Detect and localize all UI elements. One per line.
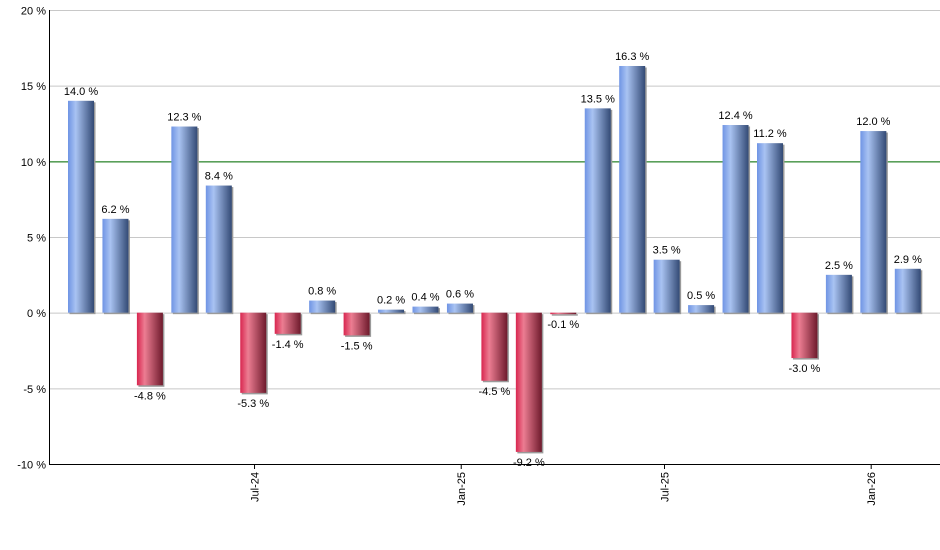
y-tick-label: 20 %	[21, 6, 46, 18]
y-tick-label: 0 %	[27, 308, 46, 320]
x-tick-label: Jan-25	[456, 472, 468, 506]
bar-value-label: -0.1 %	[547, 319, 579, 331]
bar-value-label: 2.9 %	[894, 254, 922, 266]
bar	[791, 312, 818, 359]
bar-value-label: 6.2 %	[101, 204, 129, 216]
bar	[240, 312, 267, 393]
bar	[309, 300, 336, 313]
bar-value-label: 0.2 %	[377, 295, 405, 307]
bar-value-label: -9.2 %	[513, 457, 545, 469]
bar	[446, 303, 473, 313]
y-tick-label: -5 %	[23, 384, 46, 396]
bar	[722, 125, 749, 313]
bar-value-label: 0.6 %	[446, 289, 474, 301]
bar	[136, 312, 163, 386]
bar-value-label: -1.4 %	[272, 339, 304, 351]
axes: 20 % 15 % 10 % 5 % 0 % -5 % -10 % Jul-24 Jan-25 J…	[17, 6, 940, 506]
bar	[68, 100, 94, 313]
bar	[102, 218, 129, 313]
bar	[894, 268, 921, 313]
bar-value-label: 12.3 %	[167, 112, 201, 124]
bar-value-label: -3.0 %	[789, 363, 821, 375]
bar	[550, 312, 577, 315]
y-tick-label: 5 %	[27, 233, 46, 245]
y-tick-label: -10 %	[17, 460, 46, 472]
y-tick-label: 15 %	[21, 81, 46, 93]
bar-value-label: 3.5 %	[653, 245, 681, 257]
bar	[274, 312, 301, 334]
bar	[653, 259, 680, 313]
x-tick-label: Jul-25	[659, 472, 671, 502]
bar	[619, 65, 646, 313]
bar-value-label: -4.8 %	[134, 390, 166, 402]
bar	[825, 274, 852, 313]
bar	[481, 312, 508, 381]
bar-value-label: 16.3 %	[615, 51, 649, 63]
bar-value-label: 0.8 %	[308, 286, 336, 298]
bar-value-label: 11.2 %	[753, 128, 787, 140]
bar-value-label: 12.4 %	[718, 110, 752, 122]
bar-value-label: 2.5 %	[825, 260, 853, 272]
bar	[378, 309, 405, 313]
x-tick-label: Jul-24	[250, 472, 262, 502]
bar	[688, 305, 715, 313]
bar-value-label: 8.4 %	[205, 171, 233, 183]
bar-value-label: 12.0 %	[856, 116, 890, 128]
bar	[343, 312, 370, 336]
bar	[860, 131, 887, 313]
bar	[757, 143, 783, 313]
bar	[205, 185, 232, 313]
bar	[171, 126, 198, 313]
bar-shadow	[551, 314, 578, 316]
x-tick-label: Jan-26	[866, 472, 878, 506]
bar-value-label: -4.5 %	[479, 386, 511, 398]
bar-value-label: 14.0 %	[64, 86, 98, 98]
bar	[515, 312, 542, 452]
bar-value-label: 0.5 %	[687, 290, 715, 302]
bar	[412, 306, 439, 313]
bars: 14.0 % 6.2 % -4.8 % 12.3 % 8.4 % -5.3 % -1.4 %…	[64, 51, 923, 469]
bar-value-label: -5.3 %	[237, 398, 269, 410]
bar	[584, 108, 611, 313]
y-tick-label: 10 %	[21, 157, 46, 169]
bar-value-label: 13.5 %	[581, 93, 615, 105]
bar-value-label: 0.4 %	[411, 292, 439, 304]
bar-value-label: -1.5 %	[341, 340, 373, 352]
